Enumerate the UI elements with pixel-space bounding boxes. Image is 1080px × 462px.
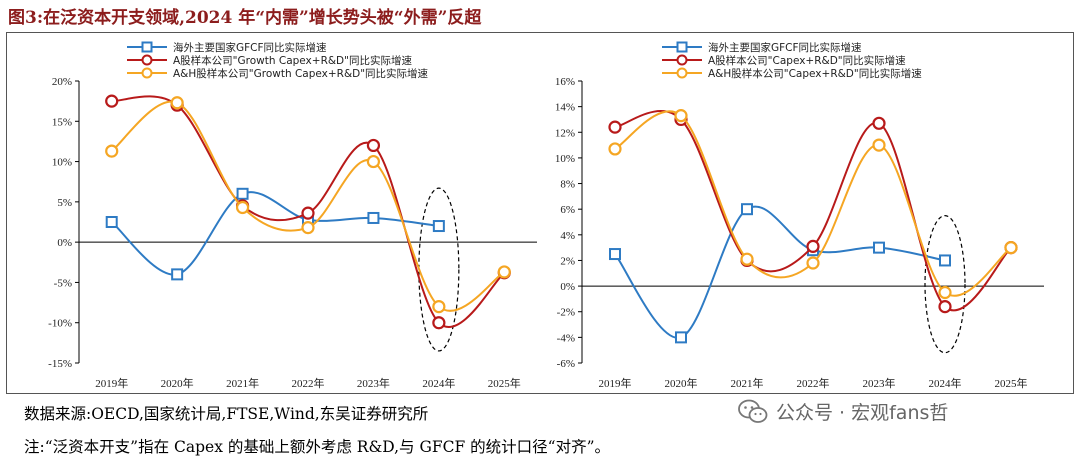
x-tick-label: 2022年 [292, 376, 325, 390]
x-tick-label: 2023年 [357, 376, 390, 390]
data-point-red [938, 300, 952, 314]
legend-label: A&H股样本公司"Growth Capex+R&D"同比实际增速 [173, 67, 429, 80]
legend-label: A股样本公司"Capex+R&D"同比实际增速 [708, 54, 906, 67]
data-point-orange [608, 142, 622, 156]
y-tick-label: 20% [52, 76, 72, 88]
legend-label: A&H股样本公司"Capex+R&D"同比实际增速 [708, 67, 922, 80]
y-tick-label: 5% [57, 197, 72, 209]
x-tick-label: 2021年 [226, 376, 259, 390]
x-tick-label: 2023年 [863, 376, 896, 390]
y-tick-label: 6% [560, 204, 575, 216]
data-point-orange [1004, 241, 1018, 255]
y-tick-label: 2% [560, 255, 575, 267]
y-tick-label: 8% [560, 179, 575, 191]
figure-title: 图3:在泛资本开支领域,2024 年“内需”增长势头被“外需”反超 [8, 8, 482, 28]
data-point-red [105, 94, 119, 108]
data-point-blue [675, 331, 687, 344]
x-tick-label: 2022年 [797, 376, 830, 390]
x-tick-label: 2019年 [95, 376, 128, 390]
x-tick-label: 2024年 [929, 376, 962, 390]
x-tick-label: 2025年 [488, 376, 521, 390]
data-point-blue [432, 220, 445, 233]
chart-frame: 20% 15% 10% 5% 0% -5% -10% -15% 2019年 2020年 2021年 2… [6, 32, 1074, 394]
data-point-blue [939, 254, 951, 267]
legend-marker [141, 54, 153, 66]
legend-marker [141, 67, 153, 79]
chart-panel-2: 16% 14% 12% 10% 8% 6% 4% 2% 0% -2% -4% -6% 2019年 2020… [555, 41, 1044, 390]
data-point-orange [366, 154, 381, 169]
series-line-orange [111, 100, 505, 312]
series-line-blue [111, 191, 440, 276]
x-tick-label: 2019年 [599, 376, 632, 390]
data-point-red [608, 120, 622, 134]
y-tick-label: 10% [555, 153, 575, 165]
data-point-blue [171, 268, 184, 281]
legend-label: 海外主要国家GFCF同比实际增速 [708, 41, 862, 54]
data-point-orange [170, 96, 184, 110]
x-tick-label: 2020年 [665, 376, 698, 390]
data-point-blue [367, 211, 380, 224]
data-point-orange [301, 221, 315, 235]
source-note: 数据来源:OECD,国家统计局,FTSE,Wind,东吴证券研究所 [24, 405, 429, 423]
data-point-blue [236, 187, 249, 200]
data-point-red [432, 316, 446, 330]
data-point-orange [235, 200, 250, 215]
y-tick-label: -5% [54, 277, 72, 289]
y-tick-label: 0% [57, 237, 72, 249]
y-tick-label: 16% [555, 76, 575, 88]
y-tick-label: 0% [560, 281, 575, 293]
y-tick-label: -4% [557, 332, 575, 344]
legend-label: A股样本公司"Growth Capex+R&D"同比实际增速 [173, 54, 412, 67]
highlight-ellipse [418, 187, 460, 352]
y-tick-label: -10% [48, 318, 72, 330]
y-tick-label: -2% [557, 307, 575, 319]
x-tick-label: 2025年 [995, 376, 1028, 390]
x-tick-label: 2021年 [731, 376, 764, 390]
legend-label: 海外主要国家GFCF同比实际增速 [173, 41, 327, 54]
y-tick-label: -15% [48, 358, 72, 370]
data-point-red [806, 239, 820, 253]
highlight-ellipse [924, 214, 966, 354]
data-point-orange [740, 252, 754, 266]
legend-marker [676, 67, 688, 79]
y-tick-label: 14% [555, 102, 575, 114]
data-point-blue [105, 216, 118, 228]
data-point-orange [432, 300, 446, 314]
watermark-text: 公众号 · 宏观fans哲 [776, 402, 949, 424]
series-line-red [614, 110, 1012, 312]
data-point-orange [105, 144, 119, 158]
wechat-icon [738, 399, 768, 423]
data-point-blue [741, 203, 753, 216]
x-tick-label: 2020年 [161, 376, 194, 390]
data-point-orange [872, 138, 886, 152]
data-point-red [366, 138, 381, 153]
data-point-orange [806, 256, 820, 270]
legend-marker [141, 41, 153, 53]
footnote: 注:“泛资本开支”指在 Capex 的基础上额外考虑 R&D,与 GFCF 的统… [24, 438, 611, 456]
chart-panel-1: 20% 15% 10% 5% 0% -5% -10% -15% 2019年 2020年 2021年 2… [48, 41, 537, 390]
data-point-red [301, 206, 315, 220]
series-line-blue [614, 205, 946, 339]
data-point-orange [497, 265, 511, 279]
y-tick-label: 15% [52, 116, 72, 128]
y-tick-label: 12% [555, 127, 575, 139]
data-point-orange [938, 285, 952, 300]
x-tick-label: 2024年 [422, 376, 455, 390]
chart-canvas: 20% 15% 10% 5% 0% -5% -10% -15% 2019年 2020年 2021年 2… [48, 41, 1044, 390]
data-point-blue [609, 248, 621, 261]
y-tick-label: -6% [557, 358, 575, 370]
data-point-red [872, 116, 886, 130]
y-tick-label: 10% [52, 157, 72, 169]
data-point-orange [674, 109, 688, 123]
data-point-blue [873, 241, 885, 254]
legend-marker [676, 41, 688, 53]
y-tick-label: 4% [560, 230, 575, 242]
legend-marker [676, 54, 688, 66]
watermark: 公众号 · 宏观fans哲 [738, 398, 948, 425]
